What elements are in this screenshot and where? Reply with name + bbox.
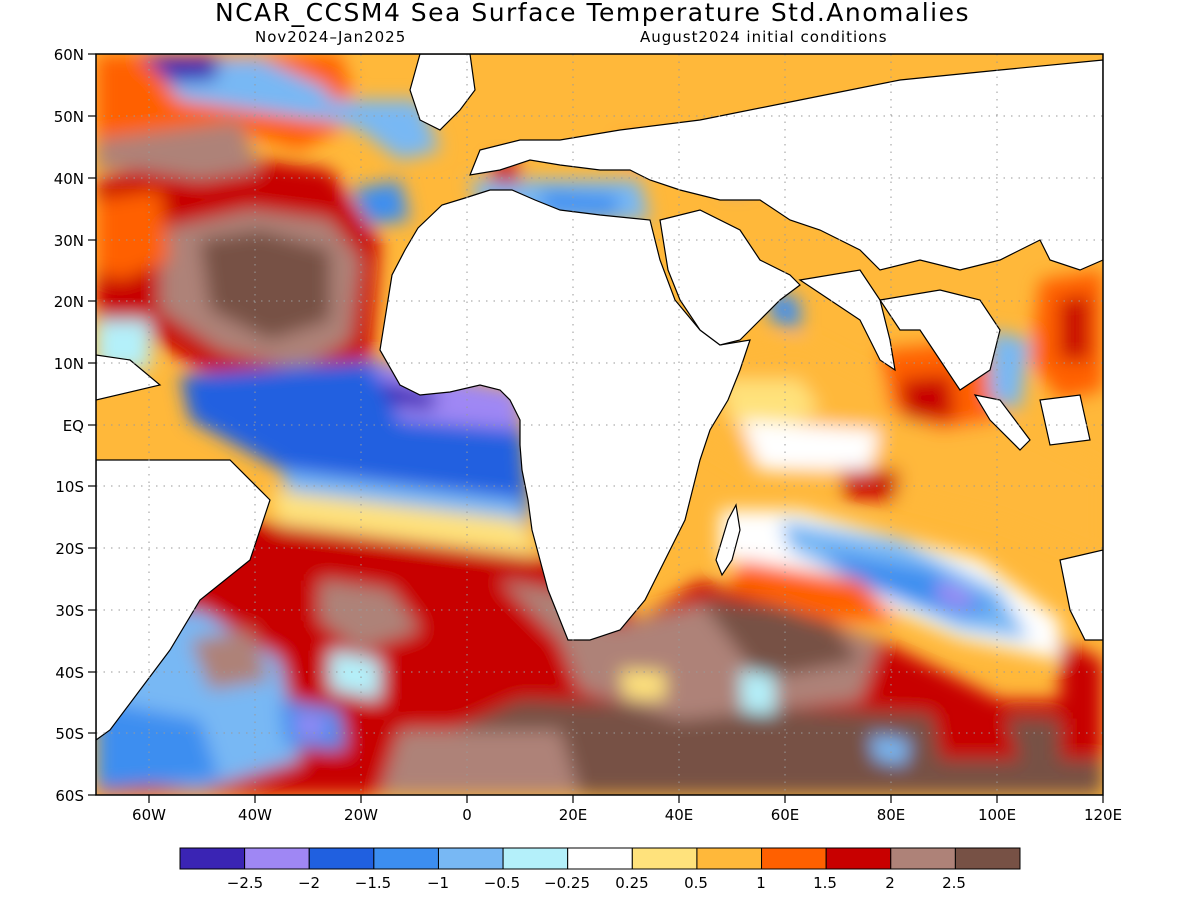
colorbar-label: −0.5: [484, 874, 520, 892]
lat-label: 10S: [55, 478, 84, 496]
colorbar-label: −0.25: [544, 874, 590, 892]
colorbar-swatch: [308, 847, 375, 870]
lat-label: 30N: [54, 232, 84, 250]
colorbar-label: 1: [756, 874, 766, 892]
lat-label: 60S: [55, 787, 84, 805]
colorbar-swatch: [502, 847, 569, 870]
colorbar-label: 2.5: [942, 874, 966, 892]
colorbar-label: 0.5: [684, 874, 708, 892]
map-title: NCAR_CCSM4 Sea Surface Temperature Std.A…: [214, 0, 971, 27]
lat-label: 40N: [54, 170, 84, 188]
lon-label: 120E: [1084, 806, 1122, 824]
lon-label: 100E: [978, 806, 1016, 824]
lat-label: 30S: [55, 602, 84, 620]
colorbar-swatch: [761, 847, 827, 870]
colorbar-swatch: [954, 847, 1021, 870]
colorbar-swatch: [696, 847, 763, 870]
lon-label: 40E: [665, 806, 694, 824]
colorbar-swatch: [373, 847, 439, 870]
colorbar-label: 2: [885, 874, 895, 892]
initial-conditions: August2024 initial conditions: [640, 28, 888, 46]
colorbar-label: 1.5: [813, 874, 837, 892]
axis-ticks: [88, 53, 1104, 803]
colorbar-swatch: [631, 847, 698, 870]
colorbar-labels: −2.5 −2 −1.5 −1 −0.5 −0.25 0.25 0.5 1 1.…: [227, 874, 966, 892]
latitude-labels: 60N 50N 40N 30N 20N 10N EQ 10S 20S 30S 4…: [54, 46, 84, 805]
colorbar-swatch: [825, 847, 892, 870]
lon-label: 60E: [771, 806, 800, 824]
colorbar-swatch: [890, 847, 956, 870]
lat-label: 10N: [54, 355, 84, 373]
land-masses: [96, 54, 1103, 741]
lat-label: 50S: [55, 725, 84, 743]
lon-label: 20W: [344, 806, 378, 824]
lon-label: 60W: [132, 806, 166, 824]
lat-label: EQ: [63, 417, 84, 435]
map-field: [96, 54, 1103, 795]
lat-label: 20S: [55, 540, 84, 558]
forecast-period: Nov2024–Jan2025: [255, 28, 407, 46]
colorbar-label: −2: [298, 874, 320, 892]
graticule: [96, 54, 1103, 795]
colorbar-label: −1: [427, 874, 449, 892]
colorbar-swatch: [179, 847, 246, 870]
lon-label: 40W: [238, 806, 272, 824]
lon-label: 0: [462, 806, 472, 824]
lon-label: 20E: [559, 806, 588, 824]
colorbar-label: −1.5: [355, 874, 391, 892]
lat-label: 20N: [54, 293, 84, 311]
colorbar-swatch: [567, 847, 633, 870]
longitude-labels: 60W 40W 20W 0 20E 40E 60E 80E 100E 120E: [132, 806, 1122, 824]
colorbar-swatch: [244, 847, 310, 870]
lat-label: 40S: [55, 664, 84, 682]
colorbar-label: −2.5: [227, 874, 263, 892]
colorbar-swatch: [437, 847, 504, 870]
lat-label: 50N: [54, 108, 84, 126]
lon-label: 80E: [877, 806, 906, 824]
colorbar-label: 0.25: [615, 874, 648, 892]
lat-label: 60N: [54, 46, 84, 64]
colorbar: [179, 847, 1021, 870]
